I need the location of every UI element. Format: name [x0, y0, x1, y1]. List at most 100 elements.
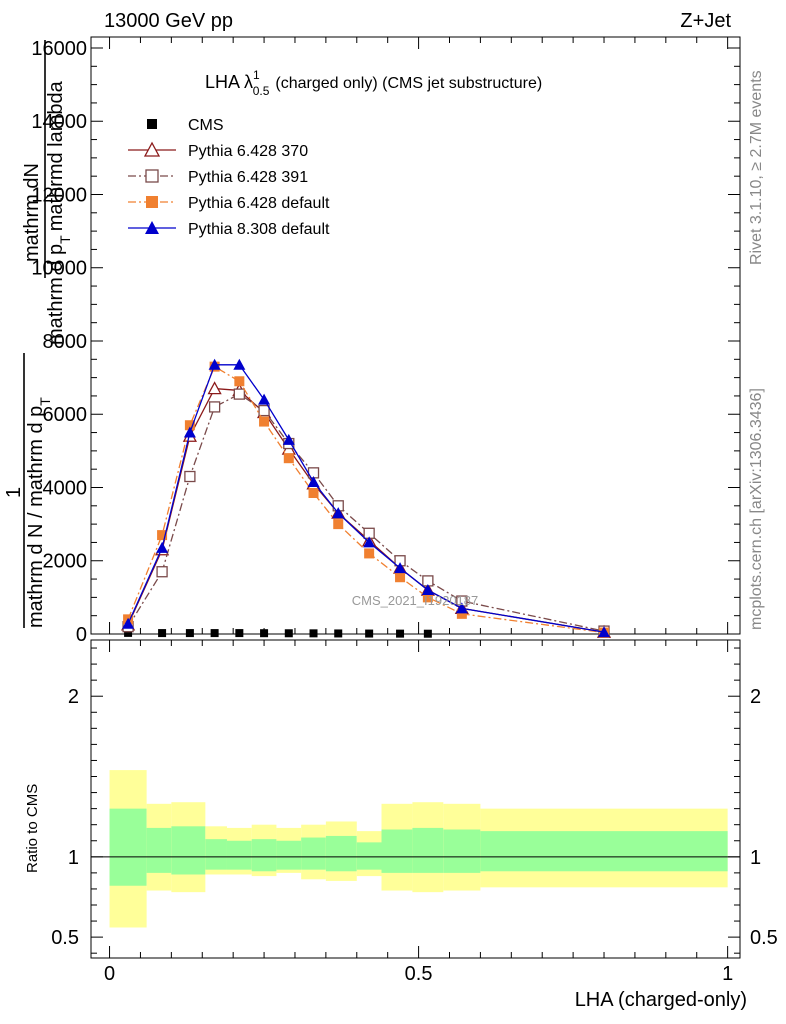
- title-main: LHA λ: [205, 72, 253, 92]
- x-tick-label-2: 1: [722, 963, 733, 985]
- legend-marker-4: [145, 221, 159, 234]
- x-tick-label-0: 0: [104, 963, 115, 985]
- y-tick-label-ratio-r-1: 1: [750, 847, 761, 869]
- band-green-10: [381, 829, 413, 873]
- series-line-2: [127, 393, 605, 632]
- point-2-4: [233, 388, 245, 400]
- point-3-12: [456, 608, 467, 619]
- point-4-13: [598, 626, 611, 638]
- point-0-11: [423, 629, 432, 638]
- point-3-7: [308, 487, 319, 498]
- legend-label-3: Pythia 6.428 default: [188, 195, 330, 212]
- watermark: CMS_2021_I1920187: [352, 593, 479, 608]
- mcplots-label: mcplots.cern.ch [arXiv:1306.3436]: [748, 388, 765, 630]
- ylabel-ratio: Ratio to CMS: [24, 784, 41, 873]
- series-group: [120, 358, 612, 638]
- y-tick-label-ratio-r-0: 0.5: [750, 927, 778, 949]
- series-line-4: [127, 364, 605, 633]
- point-3-1: [157, 530, 168, 541]
- y-tick-label-ratio-l-2: 2: [68, 686, 79, 708]
- point-0-3: [210, 629, 219, 638]
- point-4-7: [307, 476, 320, 488]
- ylabel-top: mathrm dN mathrm d pTmathrmd lambda 1 ma…: [3, 40, 73, 628]
- point-4-2: [183, 426, 196, 438]
- point-2-3: [208, 401, 221, 413]
- title-sup: 1: [253, 68, 260, 82]
- y-tick-label-top-2: 4000: [43, 477, 88, 499]
- band-green-12: [443, 829, 481, 873]
- top-frame: [90, 36, 741, 635]
- band-green-9: [356, 842, 382, 870]
- point-4-1: [156, 541, 169, 553]
- point-4-9: [363, 536, 376, 548]
- legend-marker-2: [145, 169, 159, 183]
- band-green-1: [146, 827, 172, 873]
- header-left: 13000 GeV pp: [104, 10, 233, 32]
- legend-marker-0: [147, 119, 157, 129]
- point-3-10: [395, 572, 406, 583]
- band-green-0: [109, 808, 147, 886]
- chart-title: LHA λ1 0.5 (charged only) (CMS jet substru…: [205, 68, 542, 98]
- legend-marker-3: [146, 196, 158, 208]
- point-0-5: [260, 629, 269, 638]
- point-0-7: [309, 629, 318, 638]
- title-sub: 0.5: [253, 84, 270, 98]
- xlabel: LHA (charged-only): [575, 989, 747, 1011]
- header-right: Z+Jet: [680, 10, 731, 32]
- y-tick-label-top-3: 6000: [43, 404, 88, 426]
- point-3-2: [184, 420, 195, 431]
- point-4-0: [122, 617, 135, 629]
- legend-label-2: Pythia 6.428 391: [188, 169, 308, 186]
- point-0-1: [158, 629, 167, 638]
- point-4-3: [208, 358, 221, 370]
- legend-label-4: Pythia 8.308 default: [188, 221, 330, 238]
- y-tick-label-top-1: 2000: [43, 551, 88, 573]
- band-green-8: [325, 835, 357, 872]
- point-4-6: [282, 433, 295, 445]
- point-4-12: [455, 602, 468, 614]
- point-4-5: [258, 393, 271, 405]
- point-0-4: [235, 629, 244, 638]
- point-4-10: [394, 562, 407, 574]
- point-0-8: [334, 629, 343, 638]
- point-2-5: [258, 404, 270, 417]
- y-tick-label-ratio-l-1: 1: [68, 847, 79, 869]
- point-4-8: [332, 507, 345, 519]
- point-4-11: [421, 584, 434, 596]
- point-4-4: [233, 358, 246, 370]
- x-tick-label-1: 0.5: [405, 963, 433, 985]
- legend-label-0: CMS: [188, 117, 224, 134]
- legend-marker-1: [143, 141, 161, 157]
- legend-label-1: Pythia 6.428 370: [188, 143, 308, 160]
- legend: CMS Pythia 6.428 370 Pythia 6.428 391 Pythi…: [128, 117, 330, 238]
- point-0-9: [365, 629, 374, 638]
- point-3-9: [364, 548, 375, 559]
- band-green-13: [480, 831, 728, 872]
- point-1-3: [207, 381, 222, 395]
- point-0-0: [124, 628, 133, 637]
- y-tick-label-ratio-r-2: 2: [750, 686, 761, 708]
- band-green-7: [301, 837, 326, 870]
- point-3-4: [234, 376, 245, 387]
- rivet-label: Rivet 3.1.10, ≥ 2.7M events: [748, 70, 765, 265]
- point-3-6: [283, 453, 294, 464]
- band-green-3: [205, 839, 227, 870]
- ylabel-num1: mathrm dN: [21, 163, 43, 262]
- series-0: [124, 628, 432, 638]
- point-3-8: [333, 519, 344, 530]
- title-rest: (charged only) (CMS jet substructure): [275, 75, 542, 92]
- point-0-2: [185, 629, 194, 638]
- band-green-11: [412, 827, 444, 873]
- ratio-frame: [90, 639, 741, 959]
- plot-frames: [90, 36, 741, 959]
- y-tick-label-top-8: 16000: [31, 38, 87, 60]
- band-green-4: [226, 840, 252, 870]
- point-0-10: [396, 629, 405, 638]
- point-0-6: [284, 629, 293, 638]
- ylabel-den1: mathrm d pTmathrmd lambda: [45, 80, 73, 345]
- band-green-2: [171, 826, 206, 875]
- ratio-bands: [109, 770, 728, 928]
- ylabel-den2: mathrm d N / mathrm d pT: [25, 397, 53, 628]
- series-4: [122, 358, 611, 638]
